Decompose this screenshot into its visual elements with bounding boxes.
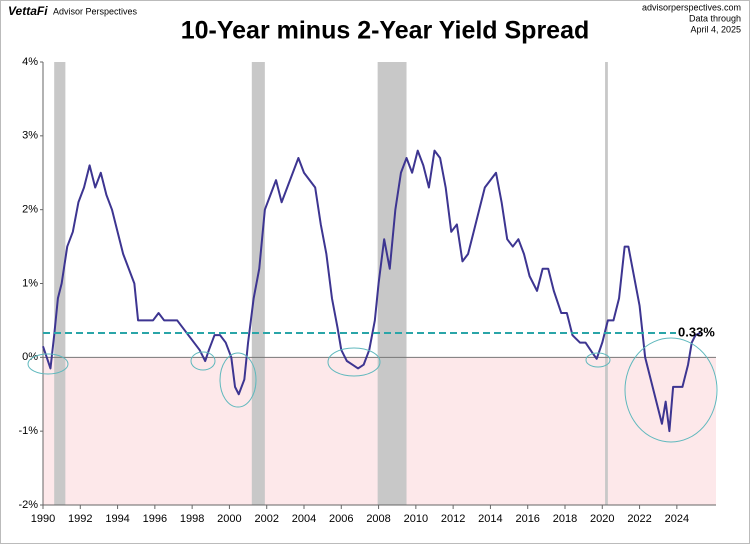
x-tick-label: 1990 [31, 513, 55, 525]
annotations [27, 337, 718, 443]
circle [190, 351, 216, 371]
y-tick-label: 4% [22, 56, 38, 68]
x-tick-label: 2020 [590, 513, 614, 525]
chart-title: 10-Year minus 2-Year Yield Spread [181, 17, 590, 45]
y-tick-label: 3% [22, 130, 38, 142]
x-tick-label: 2000 [217, 513, 241, 525]
recession-band [377, 62, 407, 505]
circle [624, 337, 718, 443]
x-tick-label: 2012 [441, 513, 465, 525]
y-tick-label: 2% [22, 204, 38, 216]
x-tick-label: 1996 [143, 513, 167, 525]
logo: VettaFi [8, 4, 48, 18]
x-tick-label: 2014 [478, 513, 502, 525]
y-tick-label: 0% [22, 351, 38, 363]
y-tick-label: -1% [18, 425, 38, 437]
circle [327, 347, 381, 377]
y-tick-label: 1% [22, 277, 38, 289]
x-tick-label: 2024 [665, 513, 689, 525]
x-tick-label: 2008 [366, 513, 390, 525]
reference-label: 0.33% [678, 324, 715, 339]
x-tick-label: 2004 [292, 513, 316, 525]
circle [27, 353, 69, 375]
site: advisorperspectives.com [642, 2, 741, 12]
x-tick-label: 2010 [404, 513, 428, 525]
plot: -2% -1% 0% 1% 2% 3% 4% 1990 1992 1994 1996 1998 2000… [18, 56, 716, 525]
y-tick-label: -2% [18, 499, 38, 511]
recession-band [54, 62, 66, 505]
x-tick-label: 1994 [105, 513, 129, 525]
x-tick-label: 2002 [254, 513, 278, 525]
x-tick-label: 2016 [515, 513, 539, 525]
x-tick-label: 2022 [627, 513, 651, 525]
circle [585, 352, 611, 368]
spread-line [42, 149, 701, 433]
x-tick-label: 2018 [553, 513, 577, 525]
x-tick-label: 1998 [180, 513, 204, 525]
data-note: Data through [689, 13, 741, 23]
data-date: April 4, 2025 [690, 24, 741, 34]
x-tick-label: 2006 [329, 513, 353, 525]
circle [219, 352, 257, 408]
x-tick-label: 1992 [68, 513, 92, 525]
brand: Advisor Perspectives [53, 6, 138, 16]
recession-band [251, 62, 265, 505]
recession-band [605, 62, 608, 505]
